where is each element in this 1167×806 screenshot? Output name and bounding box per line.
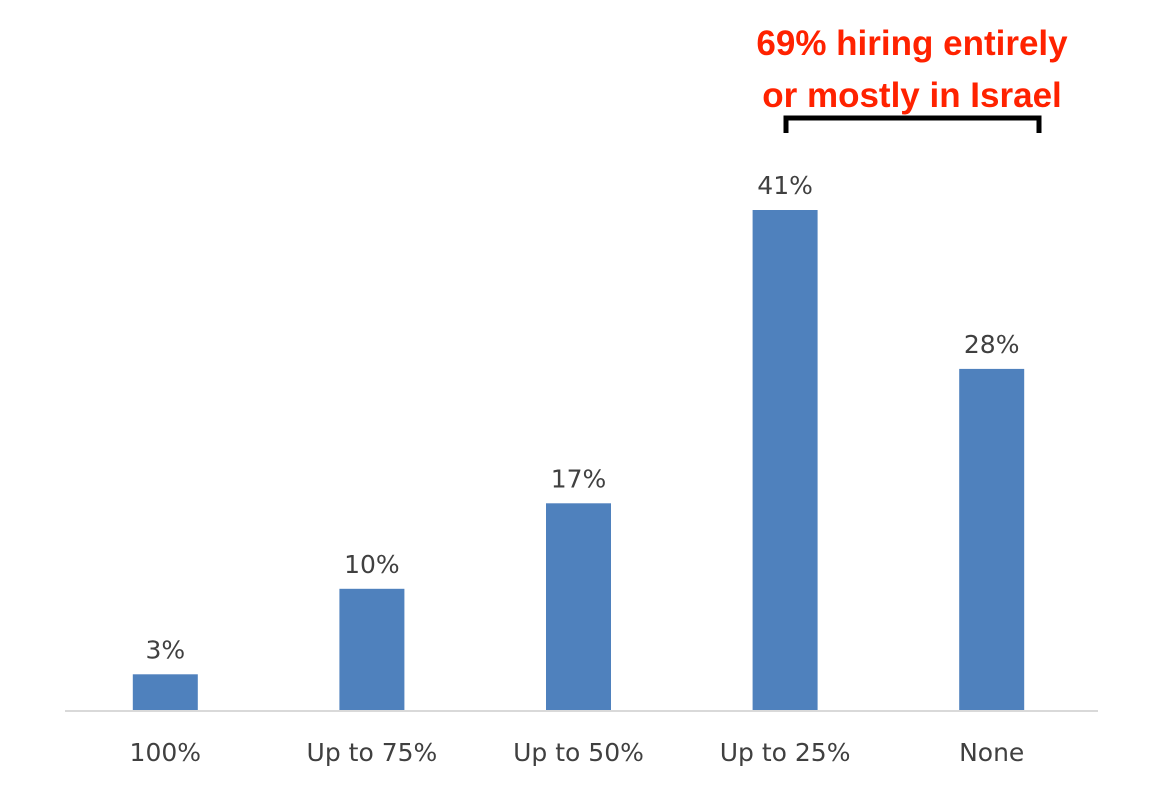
category-label-2: Up to 75% [307, 738, 438, 767]
annotation-line-1: 69% hiring entirely [756, 24, 1068, 63]
annotation-line-2: or mostly in Israel [762, 76, 1062, 115]
category-labels-group: 100% Up to 75% Up to 50% Up to 25% None [130, 738, 1025, 767]
bar-2 [339, 588, 405, 711]
bar-3 [546, 503, 611, 711]
bar-5 [959, 368, 1025, 711]
bar-1 [132, 674, 198, 711]
category-label-3: Up to 50% [513, 738, 644, 767]
annotation-bracket [783, 115, 1042, 133]
bars-group [132, 210, 1025, 711]
bar-4 [752, 210, 818, 711]
value-label-2: 10% [344, 550, 400, 579]
value-label-1: 3% [145, 635, 185, 664]
category-label-1: 100% [130, 738, 201, 767]
category-label-5: None [959, 738, 1024, 767]
value-label-3: 17% [551, 464, 607, 493]
value-label-5: 28% [964, 330, 1020, 359]
annotation-text: 69% hiring entirely or mostly in Israel [712, 18, 1112, 122]
value-label-4: 41% [757, 171, 813, 200]
category-label-4: Up to 25% [720, 738, 851, 767]
value-labels-group: 3% 10% 17% 41% 28% [145, 171, 1019, 664]
